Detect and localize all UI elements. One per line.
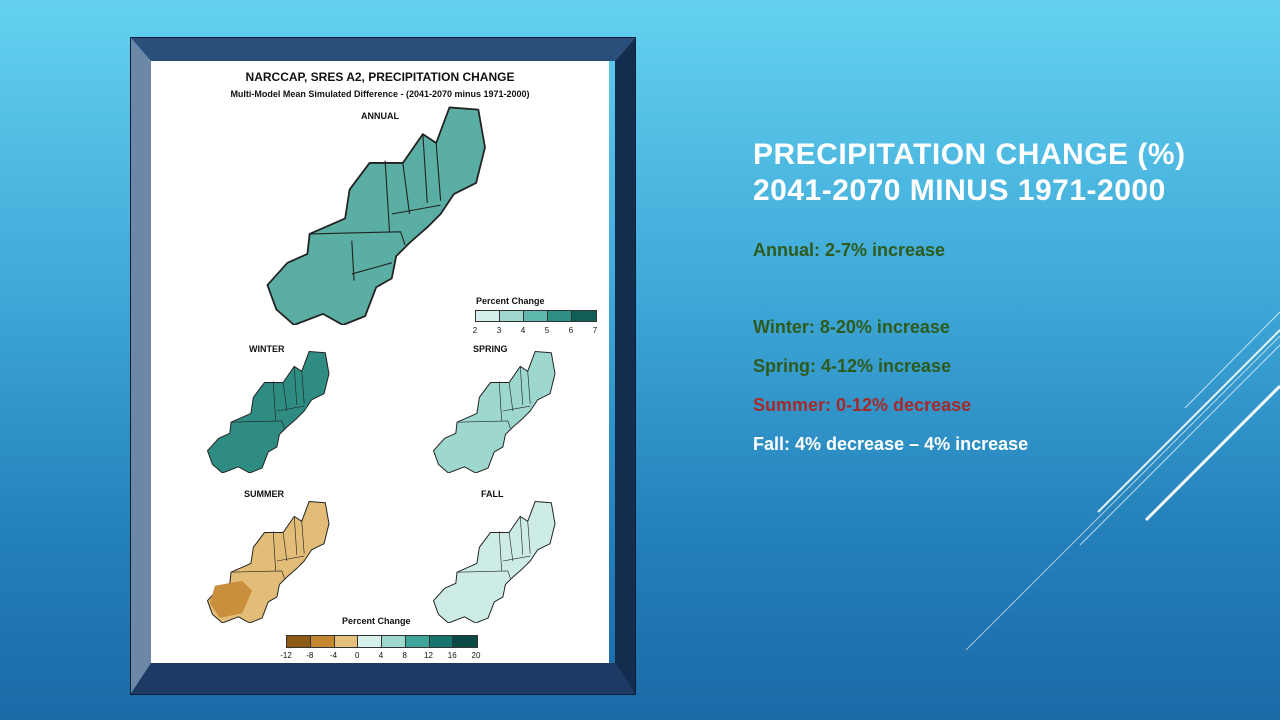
figure-frame: NARCCAP, SRES A2, PRECIPITATION CHANGE M… <box>130 37 636 695</box>
winter-region-shape <box>206 350 330 473</box>
annual-region-shape <box>266 106 486 325</box>
panel-label-winter: WINTER <box>249 344 285 354</box>
map-winter <box>206 350 330 473</box>
precipitation-map-figure: NARCCAP, SRES A2, PRECIPITATION CHANGE M… <box>151 61 609 663</box>
seasonal-legend-swatch <box>429 636 454 647</box>
figure-title: NARCCAP, SRES A2, PRECIPITATION CHANGE <box>245 70 515 84</box>
annual-legend-tick: 3 <box>496 326 502 335</box>
seasonal-legend-tick: -4 <box>329 651 338 660</box>
panel-label-spring: SPRING <box>473 344 508 354</box>
annual-legend-tick: 5 <box>544 326 550 335</box>
spring-region-shape <box>432 350 556 473</box>
seasonal-legend-tick: 20 <box>471 651 481 660</box>
seasonal-legend-tick: -12 <box>280 651 292 660</box>
bullet-spring: Spring: 4-12% increase <box>753 356 952 376</box>
seasonal-legend-swatch <box>382 636 406 647</box>
slide-title-line-2: 2041-2070 MINUS 1971-2000 <box>753 174 1166 207</box>
frame-bevel <box>130 37 636 695</box>
seasonal-legend-tick: 16 <box>447 651 457 660</box>
panel-label-fall: FALL <box>481 489 504 499</box>
annual-legend-tick: 7 <box>592 326 598 335</box>
panel-label-annual: ANNUAL <box>361 111 399 121</box>
fall-region-shape <box>432 500 556 623</box>
annual-legend-ticks: 2 3 4 5 6 7 <box>472 326 598 336</box>
annual-state-borders <box>309 134 442 281</box>
map-annual <box>266 106 486 325</box>
annual-legend-tick: 4 <box>520 326 526 335</box>
bullet-winter: Winter: 8-20% increase <box>753 317 950 337</box>
seasonal-legend-swatch <box>405 636 430 647</box>
annual-legend-title: Percent Change <box>476 296 545 306</box>
seasonal-legend-swatch <box>453 636 477 647</box>
bullet-fall: Fall: 4% decrease – 4% increase <box>753 434 1029 454</box>
map-spring <box>432 350 556 473</box>
bullet-annual: Annual: 2-7% increase <box>753 240 946 260</box>
annual-legend-tick: 6 <box>568 326 574 335</box>
annual-legend-swatch <box>476 311 500 321</box>
seasonal-legend-ticks: -12 -8 -4 0 4 8 12 16 20 <box>280 651 480 661</box>
annual-legend-tick: 2 <box>472 326 478 335</box>
seasonal-legend-tick: 12 <box>424 651 433 660</box>
seasonal-legend-swatch <box>287 636 311 647</box>
annual-legend-swatch <box>524 311 548 321</box>
summer-darker-patch <box>209 580 253 619</box>
annual-legend-swatch <box>548 311 572 321</box>
map-fall <box>432 500 556 623</box>
figure-subtitle: Multi-Model Mean Simulated Difference - … <box>230 89 530 99</box>
seasonal-legend-colorbar <box>286 635 478 648</box>
map-summer <box>206 500 330 623</box>
slide-title: PRECIPITATION CHANGE (%) 2041-2070 MINUS… <box>753 137 1253 209</box>
seasonal-legend-tick: -8 <box>306 651 314 660</box>
annual-legend-swatch <box>500 311 524 321</box>
annual-legend-swatch <box>572 311 596 321</box>
annual-legend-colorbar <box>475 310 597 322</box>
seasonal-legend-tick: 0 <box>355 651 360 660</box>
seasonal-legend-title: Percent Change <box>342 616 411 626</box>
seasonal-legend-tick: 8 <box>402 651 407 660</box>
bullet-summer: Summer: 0-12% decrease <box>753 395 972 415</box>
seasonal-legend-swatch <box>358 636 382 647</box>
seasonal-legend-swatch <box>310 636 335 647</box>
slide-title-line-1: PRECIPITATION CHANGE (%) <box>753 138 1186 171</box>
seasonal-legend-swatch <box>334 636 359 647</box>
seasonal-legend-tick: 4 <box>378 651 384 660</box>
panel-label-summer: SUMMER <box>244 489 284 499</box>
